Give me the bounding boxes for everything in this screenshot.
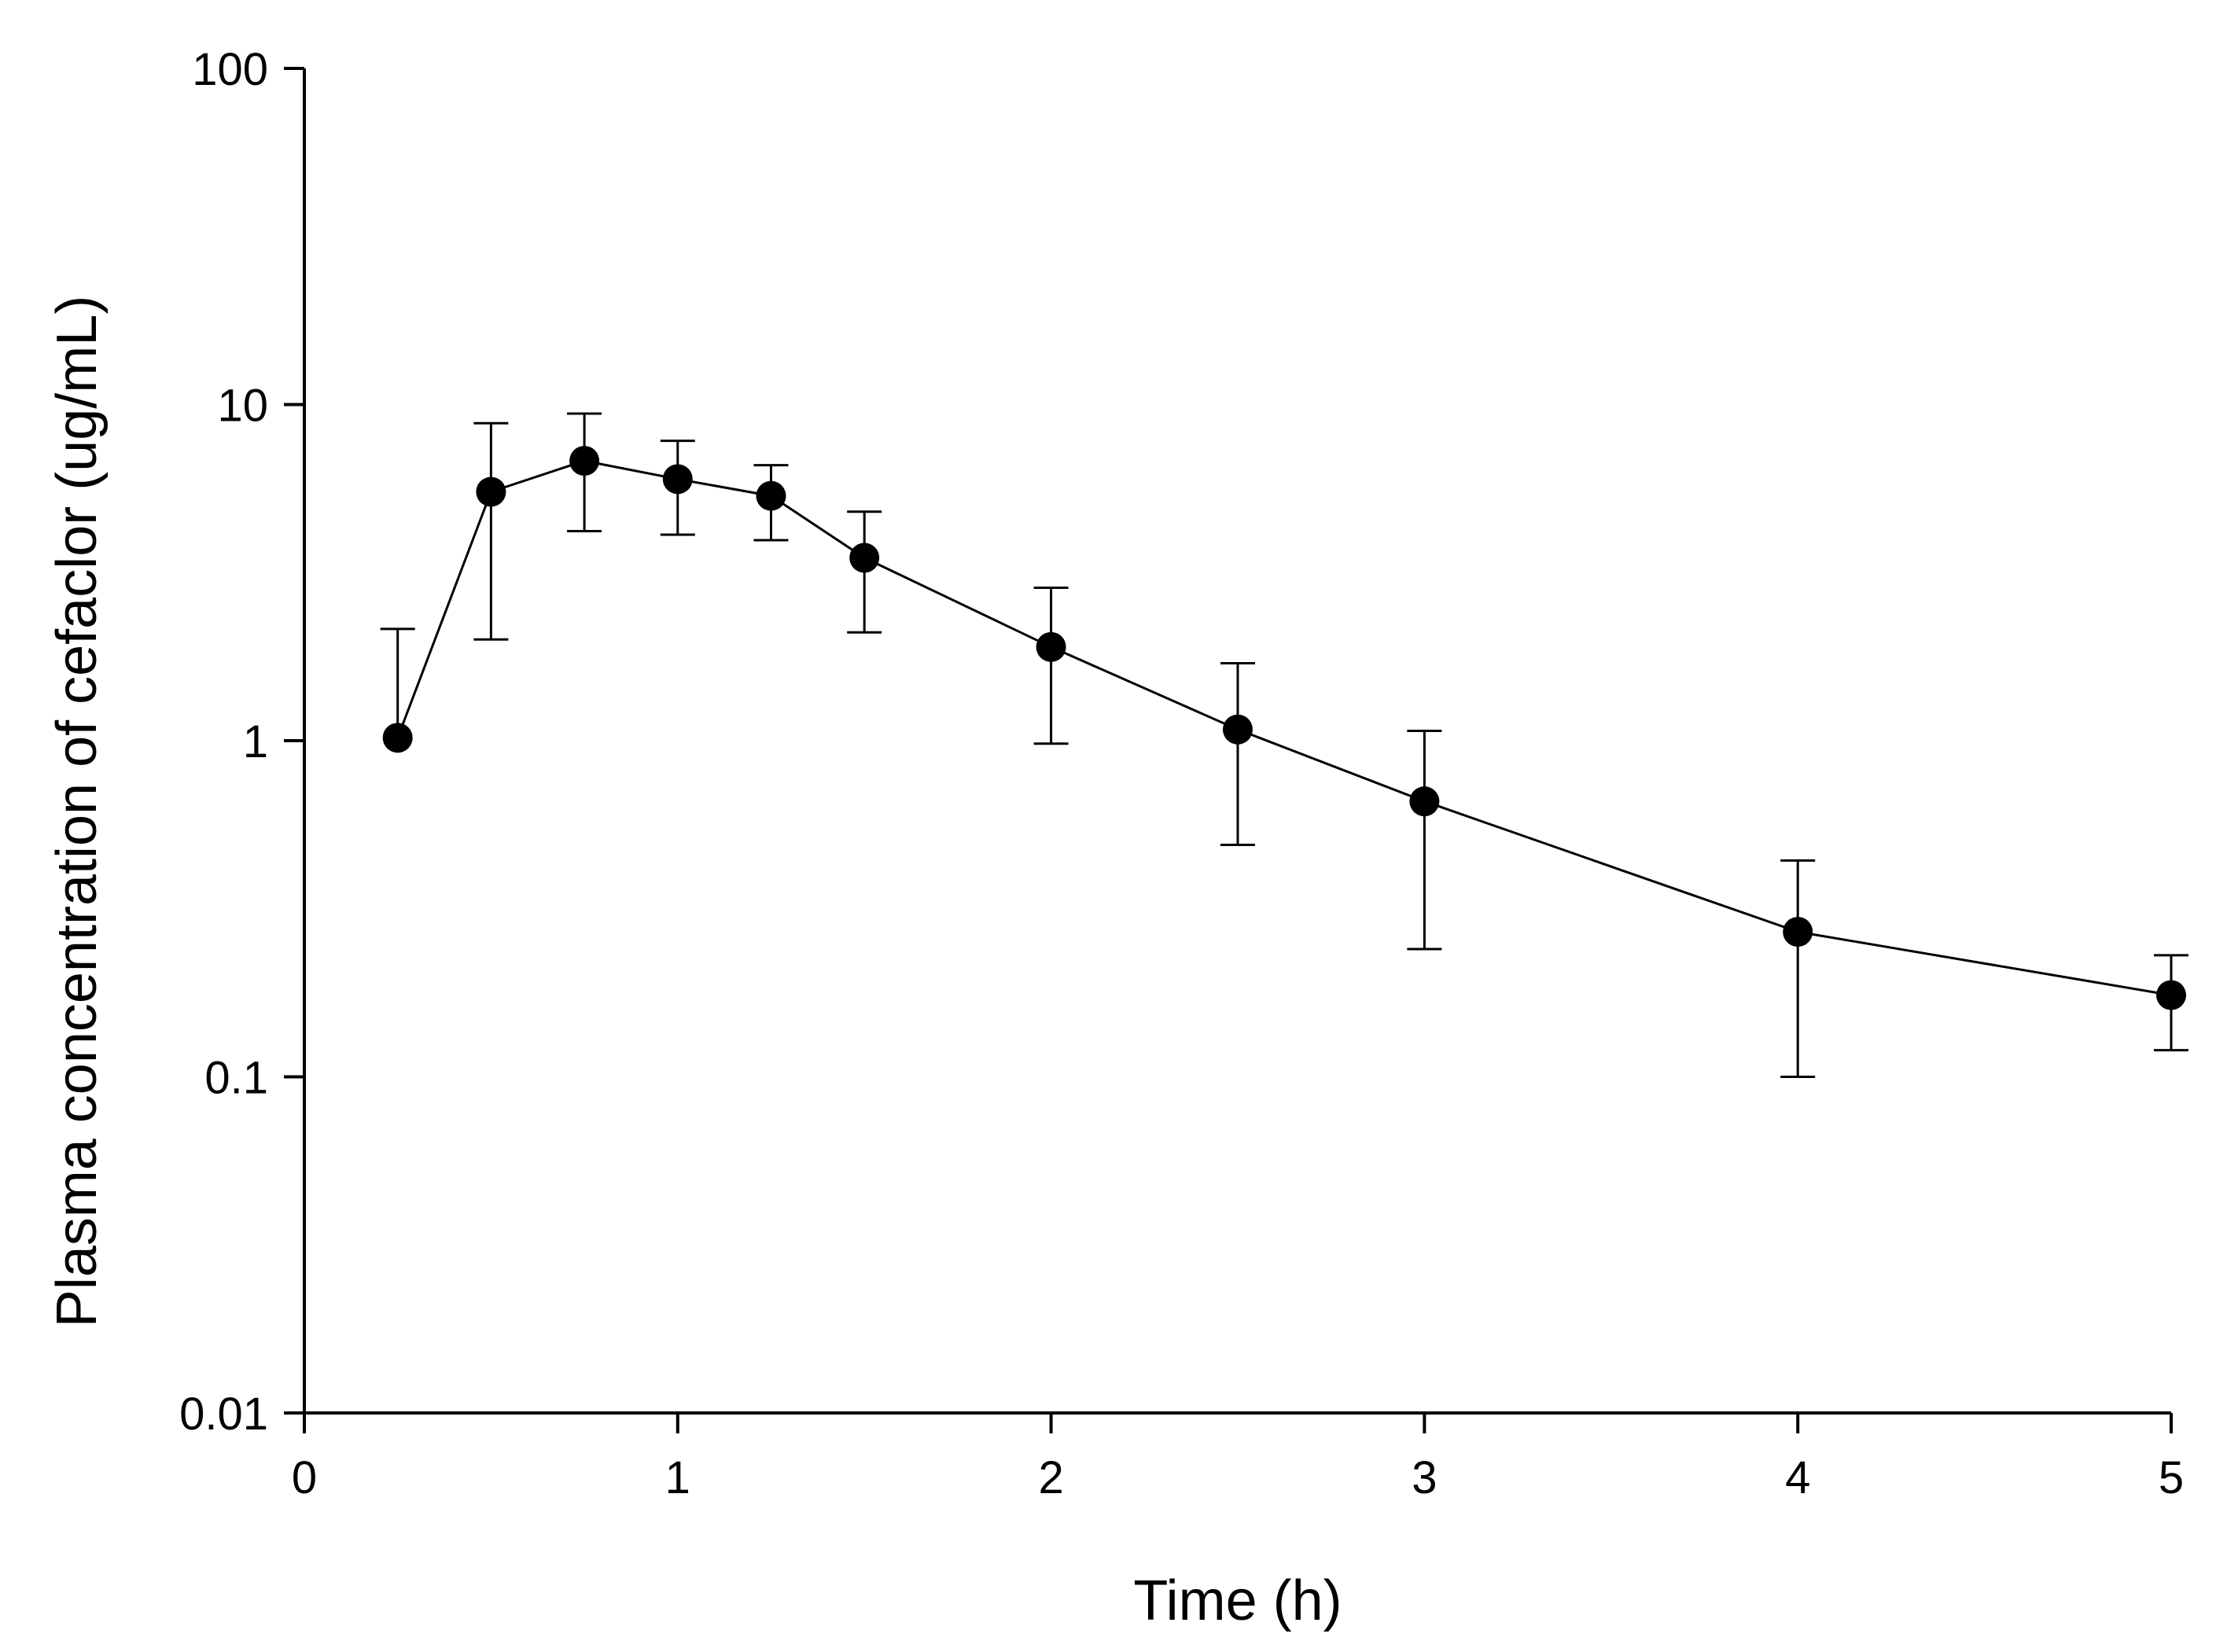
data-point <box>1036 631 1066 662</box>
data-points <box>382 446 2186 1010</box>
y-axis-title: Plasma concentration of cefaclor (ug/mL) <box>46 296 109 1328</box>
x-tick-label: 4 <box>1785 1452 1810 1503</box>
series-line <box>396 459 2172 997</box>
y-tick-label: 100 <box>192 44 268 95</box>
axes: 0 1 2 3 4 5 0.01 0.1 1 10 100 <box>179 44 2184 1503</box>
y-tick-label: 10 <box>217 381 268 432</box>
data-point <box>1409 786 1440 817</box>
error-bars <box>380 412 2188 1078</box>
data-point <box>756 480 786 511</box>
x-tick-label: 5 <box>2159 1452 2184 1503</box>
y-tick-label: 1 <box>243 716 268 767</box>
data-point <box>2156 980 2186 1010</box>
axis-labels: Time (h) Plasma concentration of cefaclo… <box>46 296 1342 1632</box>
data-point <box>1783 917 1813 947</box>
data-point <box>382 723 413 753</box>
x-tick-label: 0 <box>292 1452 317 1503</box>
data-point <box>1223 714 1253 745</box>
data-point <box>849 543 880 573</box>
series-polyline <box>396 459 2172 997</box>
x-tick-label: 2 <box>1038 1452 1063 1503</box>
data-point <box>569 446 600 476</box>
x-axis-title: Time (h) <box>1133 1569 1342 1632</box>
x-tick-label: 1 <box>665 1452 690 1503</box>
y-tick-label: 0.01 <box>179 1389 268 1440</box>
x-tick-label: 3 <box>1412 1452 1437 1503</box>
data-point <box>476 476 506 507</box>
y-tick-label: 0.1 <box>204 1053 268 1104</box>
data-point <box>662 464 693 495</box>
